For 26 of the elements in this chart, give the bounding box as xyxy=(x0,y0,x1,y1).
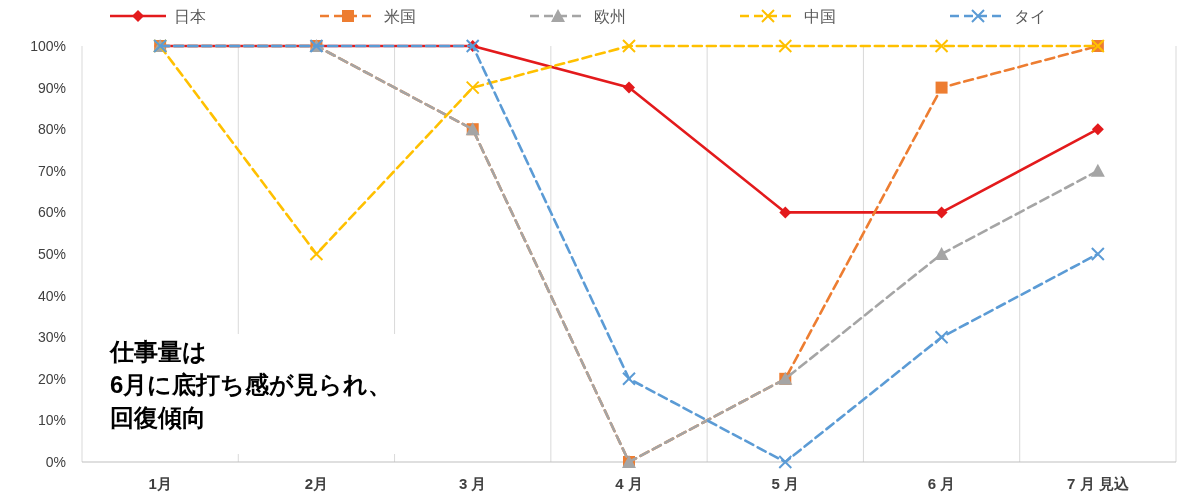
y-tick-label: 90% xyxy=(37,79,66,96)
legend-label: 欧州 xyxy=(594,8,626,25)
x-tick-label: 5 月 xyxy=(771,475,800,492)
x-tick-label: 7 月 見込 xyxy=(1067,475,1130,492)
x-tick-label: 3 月 xyxy=(458,475,487,492)
y-tick-label: 10% xyxy=(37,412,66,429)
legend-label: タイ xyxy=(1014,8,1046,25)
y-tick-label: 100% xyxy=(30,38,66,54)
y-tick-label: 40% xyxy=(37,287,66,304)
legend-label: 日本 xyxy=(174,8,206,25)
y-tick-label: 0% xyxy=(45,454,66,470)
annotation: 仕事量は xyxy=(110,338,207,365)
y-tick-label: 60% xyxy=(37,204,66,221)
legend-label: 中国 xyxy=(804,8,836,25)
y-tick-label: 80% xyxy=(37,121,66,138)
y-tick-label: 20% xyxy=(37,370,66,387)
annotation: 回復傾向 xyxy=(110,404,206,431)
annotation: 6月に底打ち感が見られ、 xyxy=(110,371,393,398)
x-tick-label: 2月 xyxy=(304,475,329,492)
x-tick-label: 6 月 xyxy=(927,475,956,492)
y-tick-label: 70% xyxy=(37,162,66,179)
x-tick-label: 4 月 xyxy=(615,475,643,492)
y-tick-label: 30% xyxy=(37,329,66,346)
y-tick-label: 50% xyxy=(37,246,66,262)
x-tick-label: 1月 xyxy=(148,475,172,492)
legend-label: 米国 xyxy=(384,8,416,25)
